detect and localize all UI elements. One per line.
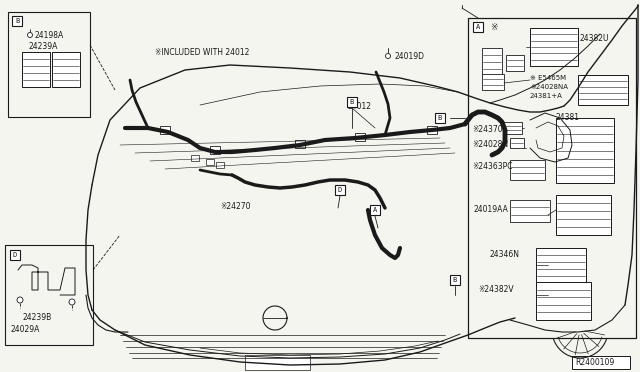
Bar xyxy=(435,113,445,123)
Text: ※: ※ xyxy=(490,23,497,32)
Bar xyxy=(510,160,545,180)
Bar xyxy=(370,205,380,215)
Text: 24239A: 24239A xyxy=(28,42,58,51)
Text: B: B xyxy=(453,277,457,283)
Text: ※24382V: ※24382V xyxy=(478,285,514,294)
Text: 24019AA: 24019AA xyxy=(474,205,509,214)
Bar xyxy=(578,75,628,105)
Bar xyxy=(191,155,199,161)
Bar xyxy=(556,118,614,183)
Bar xyxy=(536,282,591,320)
Bar xyxy=(490,135,508,145)
Text: ※24363PC: ※24363PC xyxy=(472,162,513,171)
Bar xyxy=(347,97,357,107)
Bar xyxy=(160,126,170,134)
Bar xyxy=(482,48,502,76)
Text: ※24028NA: ※24028NA xyxy=(530,84,568,90)
Bar xyxy=(473,22,483,32)
Bar xyxy=(10,250,20,260)
Text: 24346N: 24346N xyxy=(490,250,520,259)
Text: ※24370: ※24370 xyxy=(472,125,502,134)
Bar xyxy=(355,133,365,141)
Bar xyxy=(482,74,504,90)
Text: 24381+A: 24381+A xyxy=(530,93,563,99)
Text: A: A xyxy=(476,24,480,30)
Text: ※INCLUDED WITH 24012: ※INCLUDED WITH 24012 xyxy=(155,48,250,57)
Bar xyxy=(335,185,345,195)
Text: B: B xyxy=(350,99,354,105)
Bar xyxy=(12,16,22,26)
Bar xyxy=(510,200,550,222)
Circle shape xyxy=(28,32,33,38)
Circle shape xyxy=(17,297,23,303)
Text: B: B xyxy=(438,115,442,121)
Bar xyxy=(295,140,305,148)
Bar xyxy=(572,356,630,369)
Text: 24239B: 24239B xyxy=(22,313,51,322)
Text: ※24270: ※24270 xyxy=(220,202,250,211)
Bar xyxy=(216,162,224,168)
Bar xyxy=(510,138,524,148)
Text: 24382U: 24382U xyxy=(580,34,609,43)
Text: D: D xyxy=(13,252,17,258)
Bar xyxy=(450,275,460,285)
Text: 24012: 24012 xyxy=(348,102,372,111)
Bar xyxy=(8,12,90,117)
Text: 24381: 24381 xyxy=(556,113,580,122)
Bar xyxy=(536,248,586,283)
Bar xyxy=(530,28,578,66)
Bar xyxy=(468,18,636,338)
Bar xyxy=(5,245,93,345)
Circle shape xyxy=(385,54,390,58)
Bar xyxy=(52,52,80,87)
Bar xyxy=(210,146,220,154)
Text: 24198A: 24198A xyxy=(34,31,63,40)
Bar xyxy=(427,126,437,134)
Text: R2400109: R2400109 xyxy=(575,358,614,367)
Bar xyxy=(506,55,524,71)
Text: 24019D: 24019D xyxy=(395,52,425,61)
Circle shape xyxy=(69,299,75,305)
Bar xyxy=(556,195,611,235)
Text: 24029A: 24029A xyxy=(10,325,40,334)
Bar xyxy=(490,148,508,162)
Text: A: A xyxy=(373,207,377,213)
Text: ※ E5465M: ※ E5465M xyxy=(530,75,566,81)
Bar xyxy=(22,52,50,87)
Text: ※24028N: ※24028N xyxy=(472,140,508,149)
Bar xyxy=(504,122,522,134)
Bar xyxy=(245,355,310,370)
Text: B: B xyxy=(15,18,19,24)
Text: D: D xyxy=(338,187,342,193)
Bar xyxy=(206,159,214,165)
